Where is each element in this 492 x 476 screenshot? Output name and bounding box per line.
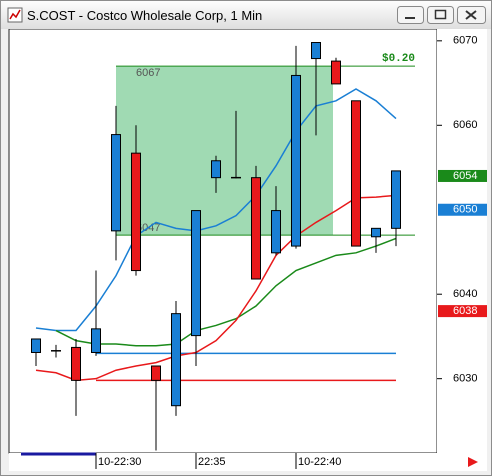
ma-line: [35, 194, 397, 382]
candle-body: [251, 177, 261, 280]
scroll-arrow[interactable]: [468, 457, 478, 467]
candle-body: [171, 313, 181, 407]
candle-body: [371, 227, 381, 238]
price-marker: [438, 305, 487, 318]
candle-body: [131, 152, 141, 272]
price-marker: [438, 169, 487, 182]
app-icon: [7, 7, 23, 23]
window-title: S.COST - Costco Wholesale Corp, 1 Min: [27, 8, 263, 23]
y-tick-label: 6030: [453, 373, 477, 385]
price-axis: [437, 29, 487, 453]
candle-body: [191, 210, 201, 337]
range-top-label: 6067: [136, 67, 160, 79]
candle-body: [31, 338, 41, 353]
candle-body: [151, 365, 161, 381]
candle-body: [311, 42, 321, 60]
maximize-button[interactable]: [427, 6, 454, 24]
price-marker-label: 6038: [453, 305, 477, 317]
price-marker-label: 6050: [453, 204, 477, 216]
chart: 60676047$0.20603060406060607060546050603…: [8, 29, 487, 471]
candle-body: [71, 346, 81, 381]
window-controls[interactable]: [397, 6, 487, 26]
price-marker: [438, 203, 487, 216]
candle-body: [211, 160, 221, 179]
x-tick-label: 22:35: [198, 456, 226, 468]
x-tick-label: 10-22:30: [98, 456, 141, 468]
minimize-button[interactable]: [397, 6, 424, 24]
candle-body: [91, 328, 101, 353]
y-tick-label: 6060: [453, 119, 477, 131]
candle-body: [351, 100, 361, 247]
y-tick-label: 6070: [453, 35, 477, 47]
price-marker-label: 6054: [453, 170, 477, 182]
candle-body: [271, 210, 281, 254]
candle-body: [391, 170, 401, 229]
ma-line: [55, 237, 397, 347]
x-tick-label: 10-22:40: [298, 456, 341, 468]
candle-body: [111, 134, 121, 232]
candle-body: [291, 74, 301, 247]
range-change-label: $0.20: [382, 53, 415, 65]
time-axis: [9, 453, 487, 471]
title-bar: S.COST - Costco Wholesale Corp, 1 Min: [1, 1, 491, 29]
candle-body: [331, 60, 341, 85]
y-tick-label: 6040: [453, 288, 477, 300]
